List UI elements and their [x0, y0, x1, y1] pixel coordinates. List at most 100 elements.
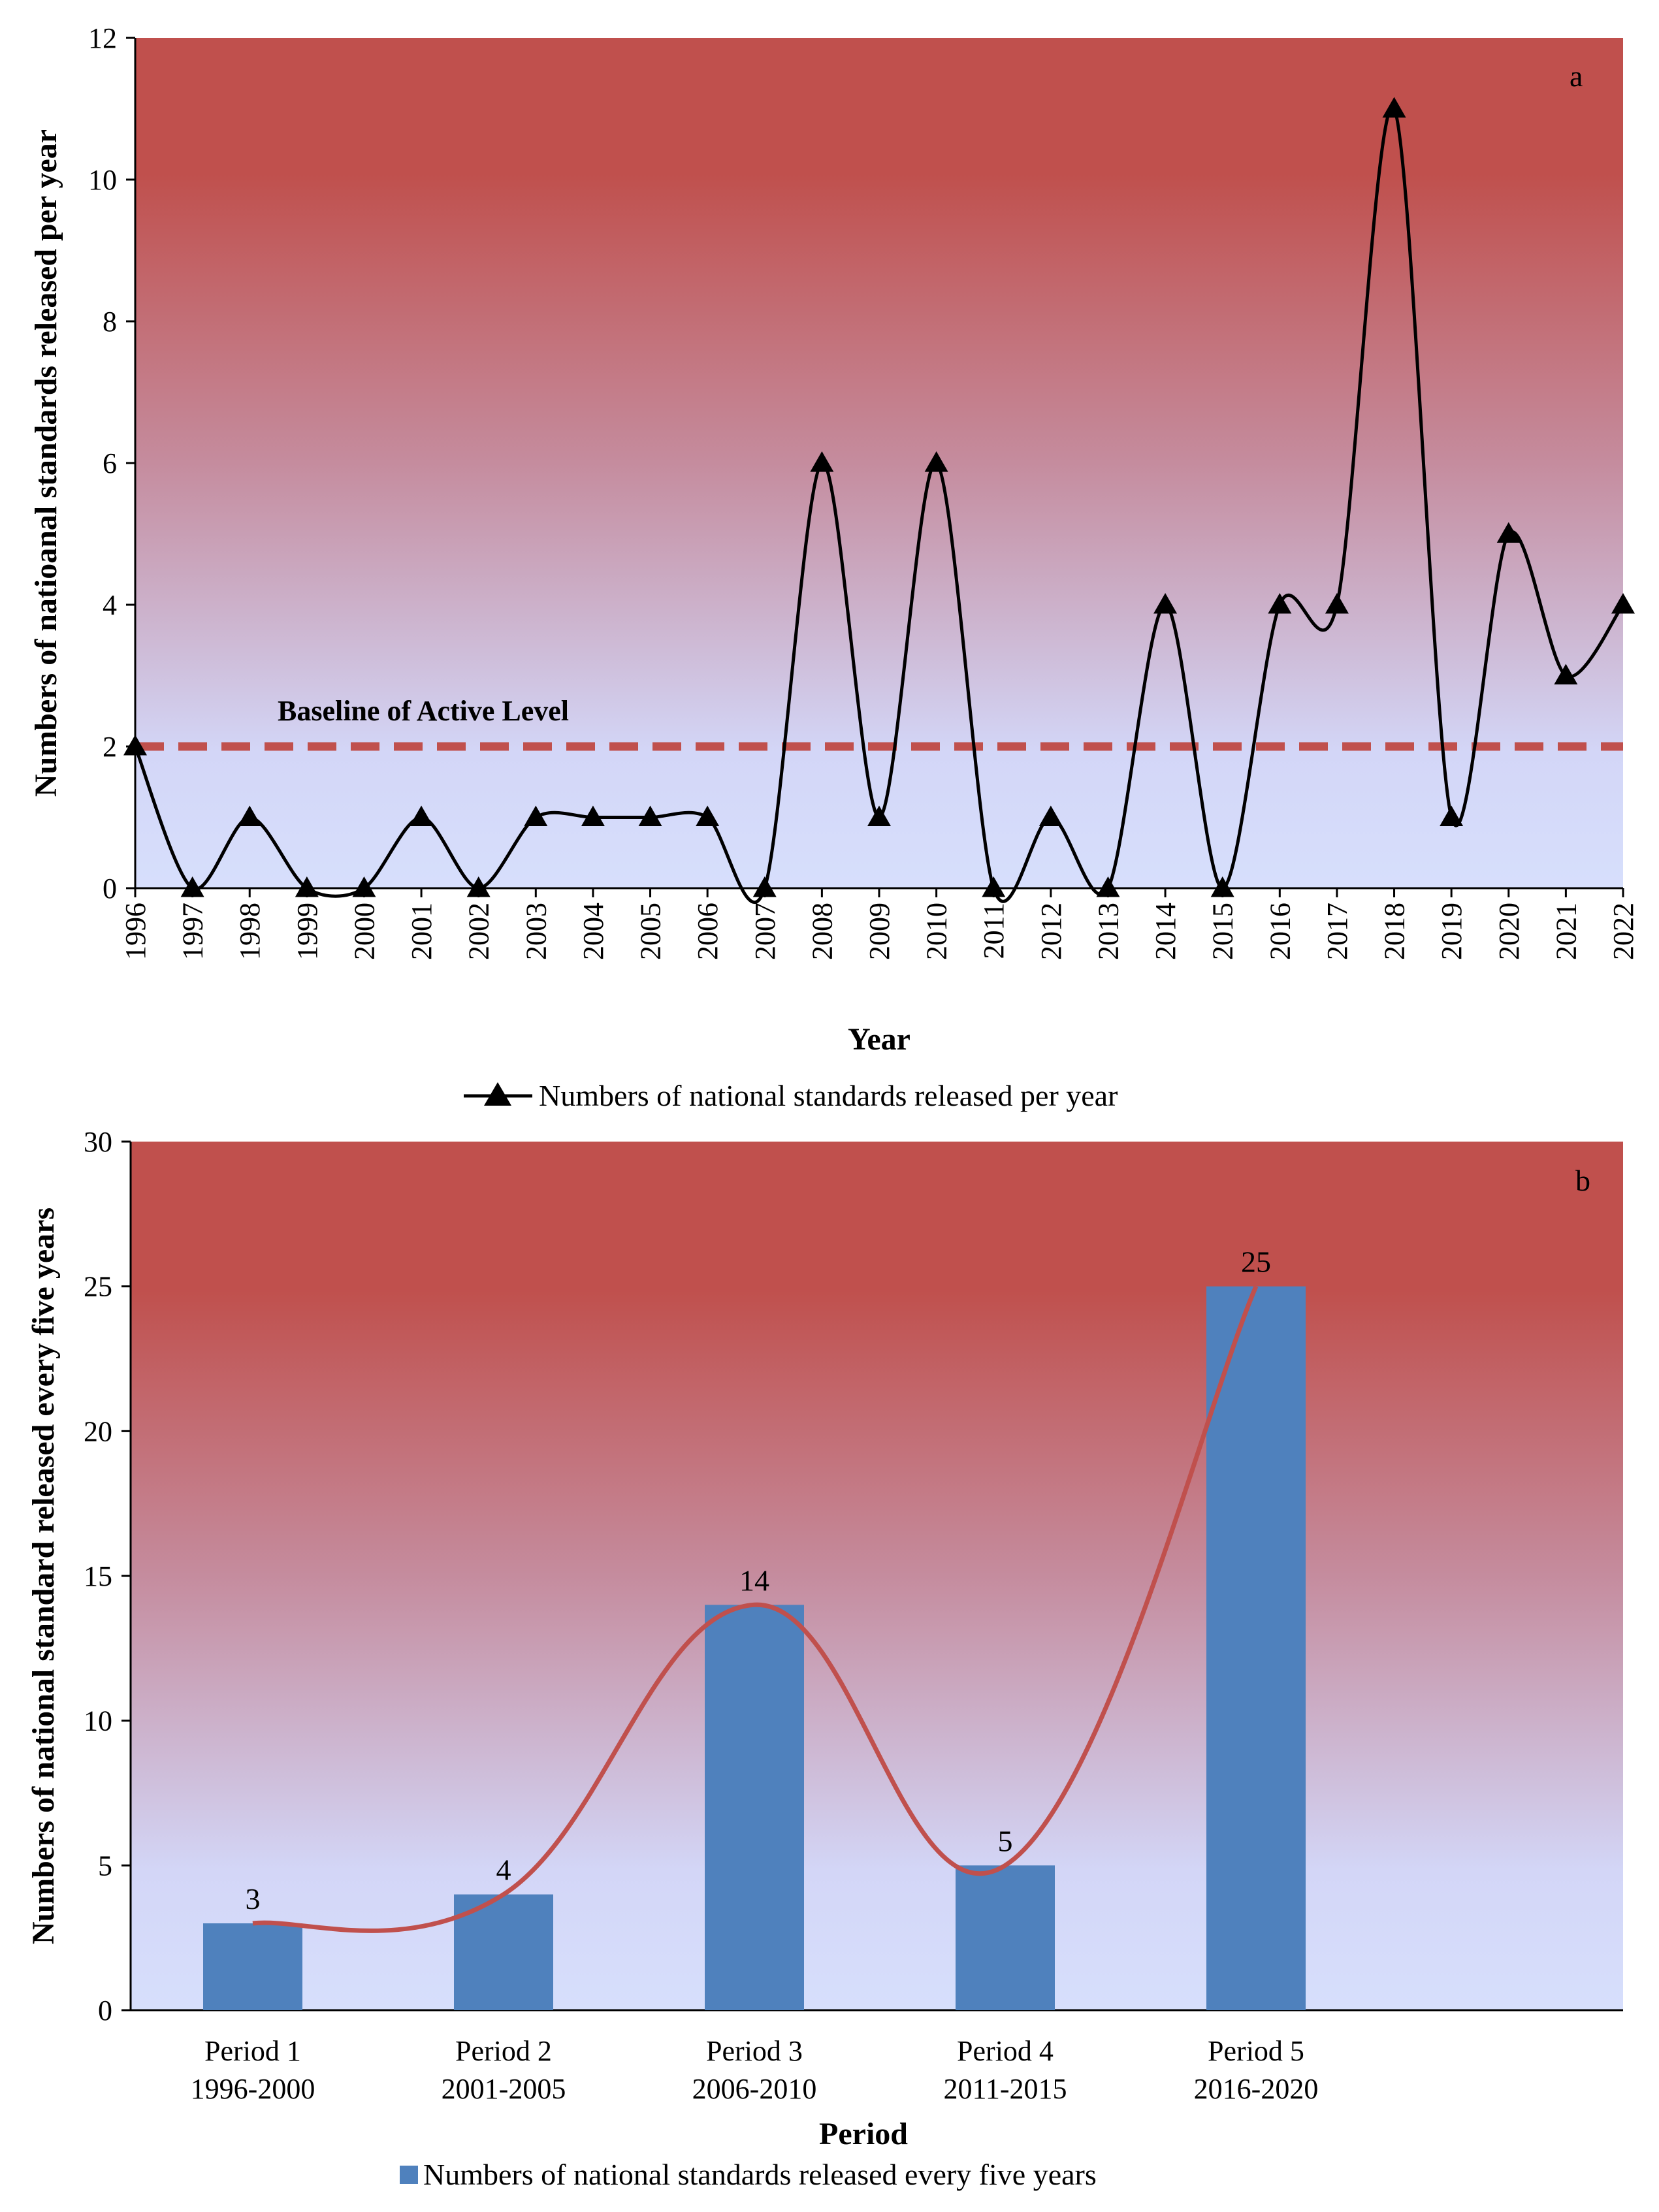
triangle-marker	[1554, 664, 1578, 684]
y-tick-label: 12	[88, 22, 117, 54]
triangle-marker	[638, 805, 662, 826]
triangle-marker	[238, 805, 262, 826]
x-category-range: 2006-2010	[692, 2073, 817, 2105]
y-tick-label: 25	[84, 1271, 112, 1303]
y-tick-label: 0	[98, 1995, 112, 2027]
x-category-name: Period 2	[455, 2035, 552, 2067]
bar	[705, 1605, 804, 2010]
triangle-marker	[410, 805, 434, 826]
panel-a-baseline: Baseline of Active Level	[135, 695, 1623, 751]
panel-a-y-axis-title: Numbers of natioanal standards released …	[29, 129, 63, 797]
panel-a-markers	[123, 97, 1635, 897]
triangle-marker	[295, 876, 319, 897]
panel-b-y-ticks: 0 5 10 15 20 25 30	[84, 1126, 131, 2027]
trend-curve	[252, 1285, 1259, 1933]
bar-data-label: 14	[739, 1563, 769, 1597]
x-tick-label: 2019	[1436, 903, 1468, 960]
x-category-range: 2001-2005	[442, 2073, 566, 2105]
y-tick-label: 8	[103, 306, 117, 338]
x-category-name: Period 3	[706, 2035, 803, 2067]
panel-a-x-ticks: 1996 1997 1998 1999 2000 2001 2002 2003 2004 2005…	[120, 888, 1639, 960]
y-tick-label: 5	[98, 1850, 112, 1882]
x-tick-label: 2005	[635, 903, 667, 960]
panel-a-plot-area	[135, 38, 1623, 888]
y-tick-label: 10	[84, 1705, 112, 1737]
x-tick-label: 2018	[1379, 903, 1411, 960]
bar-data-label: 3	[246, 1882, 261, 1915]
panel-b-y-axis-title: Numbers of national standard released ev…	[26, 1208, 61, 1944]
triangle-marker	[752, 876, 777, 897]
bar-data-label: 5	[998, 1824, 1013, 1857]
x-category-range: 2016-2020	[1194, 2073, 1319, 2105]
y-tick-label: 20	[84, 1415, 112, 1447]
x-tick-label: 2017	[1321, 903, 1353, 960]
x-tick-label: 2013	[1092, 903, 1124, 960]
triangle-marker	[123, 735, 147, 756]
triangle-marker	[810, 451, 834, 472]
x-tick-label: 2001	[406, 903, 438, 960]
triangle-marker	[982, 876, 1006, 897]
panel-b-bars	[203, 1286, 1306, 2010]
triangle-marker	[180, 876, 204, 897]
x-tick-label: 2004	[577, 903, 609, 960]
panel-b-chart: 0 5 10 15 20 25 30 3 4 14 5 25 Period 1 1996-2000 Pe…	[26, 1126, 1623, 2191]
triangle-marker	[1096, 876, 1120, 897]
y-tick-label: 10	[88, 164, 117, 196]
bar-data-label: 4	[496, 1853, 511, 1887]
panel-b-legend-label: Numbers of national standards released e…	[423, 2158, 1097, 2191]
y-tick-label: 30	[84, 1126, 112, 1158]
triangle-marker	[1039, 805, 1063, 826]
x-category-name: Period 4	[957, 2035, 1054, 2067]
triangle-marker	[1382, 97, 1406, 118]
triangle-marker	[1611, 593, 1635, 614]
y-tick-label: 15	[84, 1560, 112, 1592]
x-tick-label: 2016	[1264, 903, 1296, 960]
triangle-marker	[1440, 805, 1464, 826]
triangle-marker	[924, 451, 948, 472]
x-tick-label: 2007	[749, 903, 781, 960]
x-tick-label: 2003	[520, 903, 552, 960]
x-category-name: Period 5	[1208, 2035, 1304, 2067]
x-tick-label: 2006	[692, 903, 724, 960]
triangle-marker	[1210, 876, 1234, 897]
panel-letter-b: b	[1575, 1164, 1590, 1197]
panel-b-plot-area	[131, 1142, 1623, 2010]
triangle-marker	[352, 876, 376, 897]
panel-a-x-axis-title: Year	[848, 1022, 910, 1057]
panel-a-y-ticks: 0 2 4 6 8 10 12	[88, 22, 135, 905]
bar-data-label: 25	[1241, 1245, 1271, 1279]
legend-triangle-marker-icon	[484, 1082, 511, 1106]
x-category-range: 1996-2000	[191, 2073, 315, 2105]
bar	[956, 1865, 1055, 2010]
x-tick-label: 1999	[291, 903, 323, 960]
triangle-marker	[867, 805, 891, 826]
x-tick-label: 2011	[978, 903, 1010, 959]
triangle-marker	[581, 805, 605, 826]
x-tick-label: 2015	[1207, 903, 1239, 960]
x-tick-label: 2009	[863, 903, 895, 960]
y-tick-label: 0	[103, 873, 117, 905]
y-tick-label: 2	[103, 731, 117, 763]
x-tick-label: 2002	[463, 903, 495, 960]
x-tick-label: 2000	[348, 903, 380, 960]
baseline-label: Baseline of Active Level	[278, 695, 569, 727]
legend-bar-swatch-icon	[400, 2166, 418, 2184]
panel-b-x-axis-title: Period	[819, 2117, 908, 2151]
triangle-marker	[466, 876, 491, 897]
triangle-marker	[1496, 522, 1521, 543]
triangle-marker	[524, 805, 548, 826]
y-tick-label: 6	[103, 447, 117, 479]
x-tick-label: 2022	[1607, 903, 1639, 960]
x-tick-label: 2008	[806, 903, 838, 960]
bar	[203, 1923, 302, 2010]
panel-letter-a: a	[1570, 59, 1583, 93]
x-tick-label: 2020	[1493, 903, 1525, 960]
panel-b-data-labels: 3 4 14 5 25	[246, 1245, 1272, 1915]
triangle-marker	[1268, 593, 1292, 614]
panel-a-legend-label: Numbers of national standards released p…	[539, 1079, 1118, 1112]
x-tick-label: 2021	[1550, 903, 1582, 960]
bar	[1206, 1286, 1306, 2010]
triangle-marker	[696, 805, 720, 826]
x-tick-label: 2010	[921, 903, 953, 960]
x-category-name: Period 1	[204, 2035, 301, 2067]
